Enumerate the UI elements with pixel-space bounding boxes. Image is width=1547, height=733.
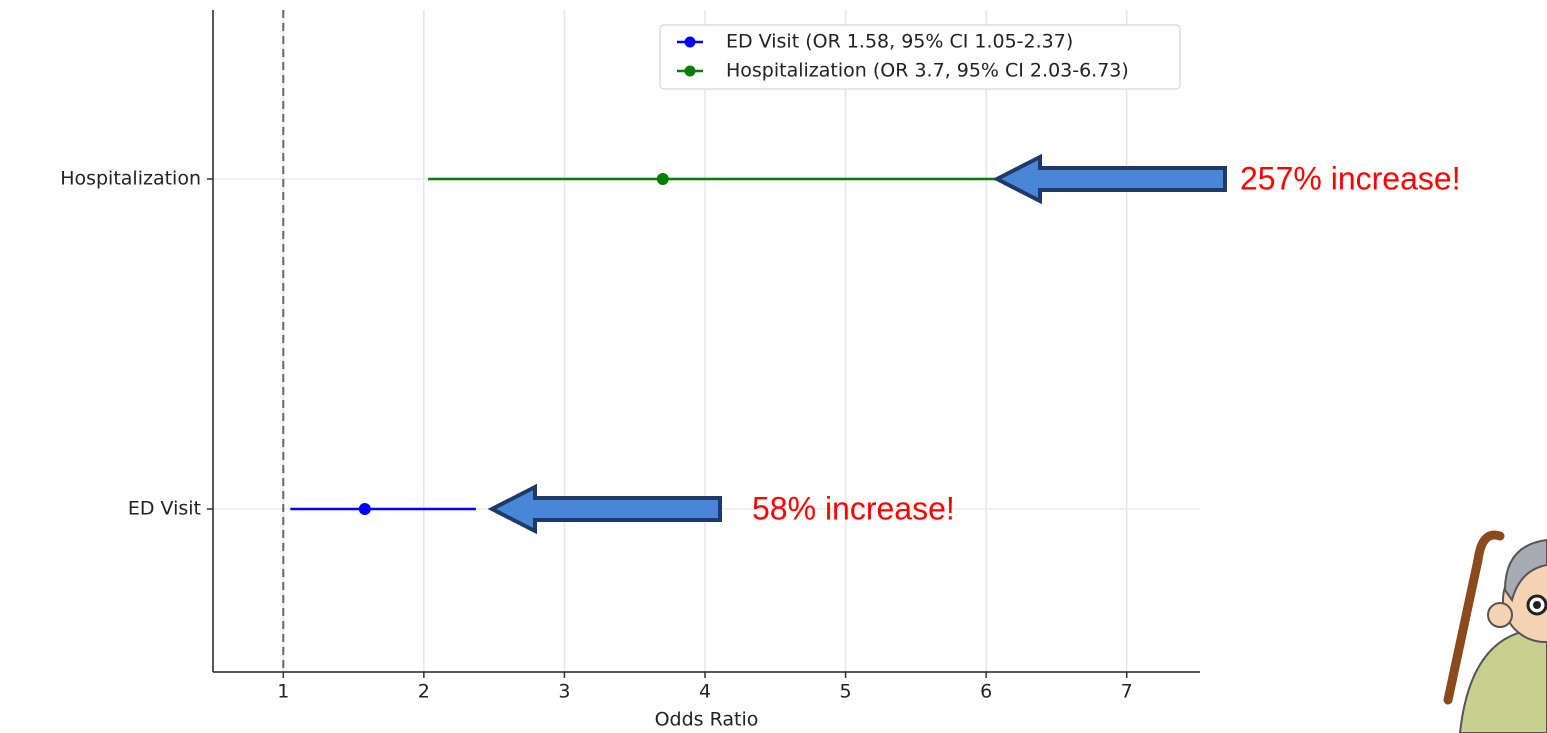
legend-label: ED Visit (OR 1.58, 95% CI 1.05-2.37) <box>726 31 1073 53</box>
arrow <box>997 157 1225 201</box>
point <box>657 173 669 185</box>
arrow <box>492 487 720 531</box>
x-tick-label: 1 <box>277 681 289 703</box>
x-tick-label: 5 <box>840 681 852 703</box>
legend-marker <box>685 66 696 77</box>
y-tick-label: Hospitalization <box>60 168 201 190</box>
x-tick-label: 2 <box>418 681 430 703</box>
y-tick-label: ED Visit <box>128 498 201 520</box>
legend: ED Visit (OR 1.58, 95% CI 1.05-2.37) Hosp… <box>660 25 1180 89</box>
plot-area: 1 2 3 4 5 6 7 ED Visit Hospitalization Odds Ratio… <box>60 10 1200 731</box>
annotation: 58% increase! <box>752 490 955 526</box>
x-tick-label: 3 <box>558 681 570 703</box>
x-tick-label: 7 <box>1121 681 1133 703</box>
annotation: 257% increase! <box>1240 160 1461 196</box>
legend-marker <box>685 37 696 48</box>
x-tick-label: 6 <box>980 681 992 703</box>
cartoon <box>1448 535 1547 733</box>
point <box>359 503 371 515</box>
legend-label: Hospitalization (OR 3.7, 95% CI 2.03-6.7… <box>726 60 1129 82</box>
x-axis-label: Odds Ratio <box>655 709 759 731</box>
x-tick-label: 4 <box>699 681 711 703</box>
chart: 1 2 3 4 5 6 7 ED Visit Hospitalization Odds Ratio… <box>0 0 1547 733</box>
